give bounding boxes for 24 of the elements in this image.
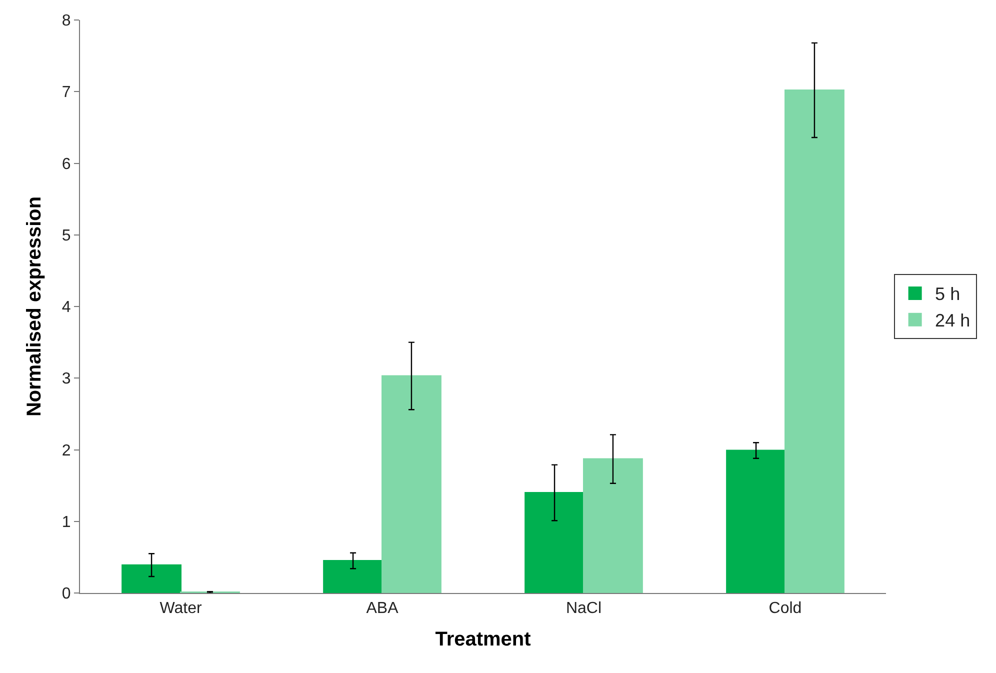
y-tick-label: 6 (62, 156, 71, 173)
y-tick-label: 3 (62, 370, 71, 388)
y-tick-label: 1 (62, 514, 71, 531)
y-tick-label: 4 (62, 299, 71, 316)
bar (382, 375, 442, 593)
x-axis-title: Treatment (435, 628, 532, 651)
x-tick-label: Cold (768, 600, 802, 618)
bar (122, 564, 182, 593)
x-tick-label: NaCl (566, 600, 602, 618)
bar (726, 450, 786, 593)
y-tick-label: 2 (62, 442, 71, 460)
bar (784, 89, 844, 593)
x-tick-label: Water (160, 600, 202, 618)
y-tick-label: 8 (62, 12, 71, 30)
bar (583, 458, 643, 593)
y-tick-label: 0 (62, 586, 71, 603)
y-tick-label: 7 (62, 84, 71, 102)
legend-label: 24 h (935, 310, 970, 331)
bar (323, 560, 383, 593)
y-tick-label: 5 (62, 227, 71, 244)
y-axis-title: Normalised expression (23, 196, 46, 417)
legend-label: 5 h (935, 284, 960, 304)
x-tick-label: ABA (366, 600, 399, 618)
bar (524, 492, 584, 593)
